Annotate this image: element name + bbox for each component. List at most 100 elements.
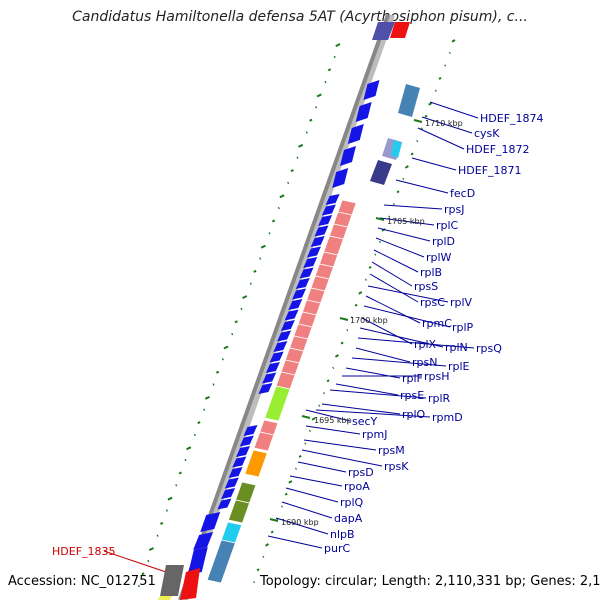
gene-arrow[interactable] xyxy=(284,309,299,321)
gene-label-nlpb[interactable]: nlpB xyxy=(330,528,355,541)
gene-arrow[interactable] xyxy=(314,225,329,237)
gene-arrow[interactable] xyxy=(224,477,239,489)
gene-arrow[interactable] xyxy=(363,80,380,100)
gene-label-dapa[interactable]: dapA xyxy=(334,512,363,525)
gene-arrow[interactable] xyxy=(340,146,356,166)
gene-block-hdef1835[interactable] xyxy=(160,565,184,596)
label-connector xyxy=(297,461,347,473)
gene-arrow[interactable] xyxy=(217,498,232,510)
gene-arrow[interactable] xyxy=(258,383,273,394)
gene-label-purc[interactable]: purC xyxy=(324,542,350,555)
gene-label-rpmd[interactable]: rpmD xyxy=(432,411,463,424)
gene-label-rpsm[interactable]: rpsM xyxy=(378,444,405,457)
gene-label-hdef1874[interactable]: HDEF_1874 xyxy=(480,112,544,125)
gene-arrow[interactable] xyxy=(303,257,318,268)
gene-arrow[interactable] xyxy=(200,512,221,532)
gc-tick xyxy=(354,303,358,307)
gene-arrow[interactable] xyxy=(280,320,295,331)
gene-label-rpsd[interactable]: rpsD xyxy=(348,466,374,479)
gene-block-hdef1874[interactable] xyxy=(398,84,420,117)
gene-arrow[interactable] xyxy=(180,568,200,600)
gene-arrow[interactable] xyxy=(262,372,277,384)
gene-block-purc[interactable] xyxy=(206,539,236,584)
gene-arrow[interactable] xyxy=(347,124,364,144)
gene-block-ribosomal[interactable] xyxy=(323,235,344,256)
gene-arrow[interactable] xyxy=(221,488,236,499)
gene-label-rplc[interactable]: rplC xyxy=(436,219,459,232)
gene-label-rplv[interactable]: rplV xyxy=(450,296,473,309)
gene-label-rpsc[interactable]: rpsC xyxy=(420,296,445,309)
gene-arrow[interactable] xyxy=(390,22,410,38)
gene-arrow[interactable] xyxy=(325,194,340,205)
gene-label-rpss[interactable]: rpsS xyxy=(414,280,438,293)
gene-arrow[interactable] xyxy=(187,547,208,575)
gene-arrow[interactable] xyxy=(239,435,254,447)
gene-label-rpsk[interactable]: rpsK xyxy=(384,460,409,473)
gene-arrow[interactable] xyxy=(318,215,333,226)
label-connector xyxy=(411,157,457,171)
gene-arrow[interactable] xyxy=(236,446,251,457)
gene-label-rplq[interactable]: rplQ xyxy=(340,496,364,509)
gene-block-hdef1871[interactable] xyxy=(370,160,392,185)
gene-block-cysk[interactable] xyxy=(391,140,402,158)
gene-block-rplq[interactable] xyxy=(227,499,251,524)
gene-label-rplb[interactable]: rplB xyxy=(420,266,442,279)
gene-block-rpsd[interactable] xyxy=(244,449,268,478)
gene-label-rpsj[interactable]: rpsJ xyxy=(444,203,464,216)
gene-label-rplo[interactable]: rplO xyxy=(402,408,426,421)
gene-label-hdef1871[interactable]: HDEF_1871 xyxy=(458,164,522,177)
gene-arrow[interactable] xyxy=(321,204,336,216)
gene-arrow[interactable] xyxy=(299,267,314,279)
gene-arrow[interactable] xyxy=(232,456,247,468)
gene-labels[interactable]: HDEF_1874 cysK HDEF_1872 HDEF_1871 fecD rpsJ r… xyxy=(52,112,544,558)
gene-label-rple[interactable]: rplE xyxy=(448,360,470,373)
gene-arrow[interactable] xyxy=(277,330,292,342)
gene-features[interactable] xyxy=(158,22,420,600)
gene-block-rpoa[interactable] xyxy=(235,481,257,504)
gene-label-fecd[interactable]: fecD xyxy=(450,187,475,200)
gene-block[interactable] xyxy=(158,596,172,600)
gene-label-hdef1872[interactable]: HDEF_1872 xyxy=(466,143,530,156)
gene-label-cysk[interactable]: cysK xyxy=(474,127,500,140)
gene-arrow[interactable] xyxy=(310,236,325,247)
gene-label-rpsq[interactable]: rpsQ xyxy=(476,342,502,355)
gene-arrow[interactable] xyxy=(372,22,395,40)
gene-arrow[interactable] xyxy=(265,362,280,373)
gene-label-hdef1835[interactable]: HDEF_1835 xyxy=(52,545,116,558)
gene-arrow[interactable] xyxy=(193,532,214,550)
gene-label-rpsn[interactable]: rpsN xyxy=(412,356,437,369)
gene-block-secy[interactable] xyxy=(264,385,291,422)
gene-arrow[interactable] xyxy=(288,299,303,310)
kbp-label: 1690 kbp xyxy=(281,518,319,527)
gene-label-rpse[interactable]: rpsE xyxy=(400,389,424,402)
gene-arrow[interactable] xyxy=(332,168,349,188)
gene-arrow[interactable] xyxy=(273,341,288,352)
gene-label-rpoa[interactable]: rpoA xyxy=(344,480,370,493)
gene-label-rpld[interactable]: rplD xyxy=(432,235,455,248)
gene-label-secy[interactable]: secY xyxy=(352,415,378,428)
gc-tick xyxy=(204,395,210,400)
gene-label-rplr[interactable]: rplR xyxy=(428,392,451,405)
genome-backbone xyxy=(178,14,390,600)
gene-block-rpsm[interactable] xyxy=(253,431,275,452)
gene-label-rplx[interactable]: rplX xyxy=(414,338,437,351)
gc-tick xyxy=(193,433,196,437)
gene-arrow[interactable] xyxy=(243,425,258,436)
gene-arrow[interactable] xyxy=(306,246,321,258)
gene-arrow[interactable] xyxy=(228,467,243,478)
gene-label-rplw[interactable]: rplW xyxy=(426,251,452,264)
gene-label-rplp[interactable]: rplP xyxy=(452,321,474,334)
gene-label-rplf[interactable]: rplF xyxy=(402,372,423,385)
gene-label-rpln[interactable]: rplN xyxy=(445,341,468,354)
gene-arrow[interactable] xyxy=(355,102,372,122)
gene-label-rpsh[interactable]: rpsH xyxy=(424,370,450,383)
gene-arrow[interactable] xyxy=(295,278,310,289)
label-connector xyxy=(369,273,419,303)
gene-label-rpmj[interactable]: rpmJ xyxy=(362,428,387,441)
gene-block-dapa[interactable] xyxy=(220,521,243,544)
gc-tick xyxy=(304,442,307,445)
gene-label-rpmc[interactable]: rpmC xyxy=(422,317,452,330)
gene-arrow[interactable] xyxy=(269,351,284,363)
gene-arrow[interactable] xyxy=(292,288,307,300)
